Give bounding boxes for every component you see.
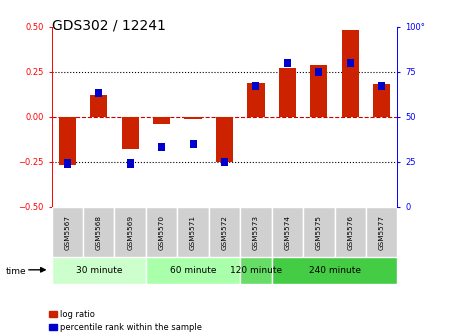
Bar <box>310 65 327 117</box>
Legend: log ratio, percentile rank within the sample: log ratio, percentile rank within the sa… <box>49 310 202 332</box>
Text: GSM5567: GSM5567 <box>64 215 70 250</box>
Bar <box>90 95 107 117</box>
Text: time: time <box>6 267 26 276</box>
Bar <box>240 207 272 257</box>
Bar <box>52 257 146 284</box>
Bar <box>209 207 240 257</box>
Text: GSM5573: GSM5573 <box>253 215 259 250</box>
Bar <box>279 68 296 117</box>
Text: GSM5572: GSM5572 <box>221 215 228 250</box>
Text: GSM5574: GSM5574 <box>284 215 291 250</box>
Bar <box>114 207 146 257</box>
Bar <box>158 143 165 151</box>
Text: GSM5576: GSM5576 <box>347 215 353 250</box>
Bar <box>177 207 209 257</box>
Bar <box>122 117 139 149</box>
Bar <box>366 207 397 257</box>
Bar <box>64 160 71 168</box>
Text: 30 minute: 30 minute <box>75 266 122 275</box>
Bar <box>315 68 322 76</box>
Bar <box>347 59 354 67</box>
Bar <box>127 160 134 168</box>
Text: GSM5575: GSM5575 <box>316 215 322 250</box>
Bar <box>284 59 291 67</box>
Bar <box>272 257 397 284</box>
Text: GSM5568: GSM5568 <box>96 215 102 250</box>
Text: GSM5570: GSM5570 <box>158 215 165 250</box>
Text: GSM5569: GSM5569 <box>127 215 133 250</box>
Bar <box>146 257 240 284</box>
Bar <box>342 31 359 117</box>
Bar <box>59 117 76 165</box>
Bar <box>52 207 83 257</box>
Text: GSM5577: GSM5577 <box>379 215 385 250</box>
Bar <box>153 117 170 124</box>
Bar <box>221 158 228 166</box>
Bar <box>185 117 202 119</box>
Text: 240 minute: 240 minute <box>308 266 361 275</box>
Bar <box>272 207 303 257</box>
Text: 60 minute: 60 minute <box>170 266 216 275</box>
Bar <box>335 207 366 257</box>
Bar <box>216 117 233 162</box>
Bar <box>146 207 177 257</box>
Bar <box>189 140 197 148</box>
Bar <box>252 82 260 90</box>
Bar <box>240 257 272 284</box>
Bar <box>303 207 335 257</box>
Text: 120 minute: 120 minute <box>230 266 282 275</box>
Bar <box>95 89 102 97</box>
Bar <box>373 84 390 117</box>
Bar <box>378 82 385 90</box>
Bar <box>83 207 114 257</box>
Bar <box>247 83 264 117</box>
Text: GDS302 / 12241: GDS302 / 12241 <box>52 18 166 33</box>
Text: GSM5571: GSM5571 <box>190 215 196 250</box>
